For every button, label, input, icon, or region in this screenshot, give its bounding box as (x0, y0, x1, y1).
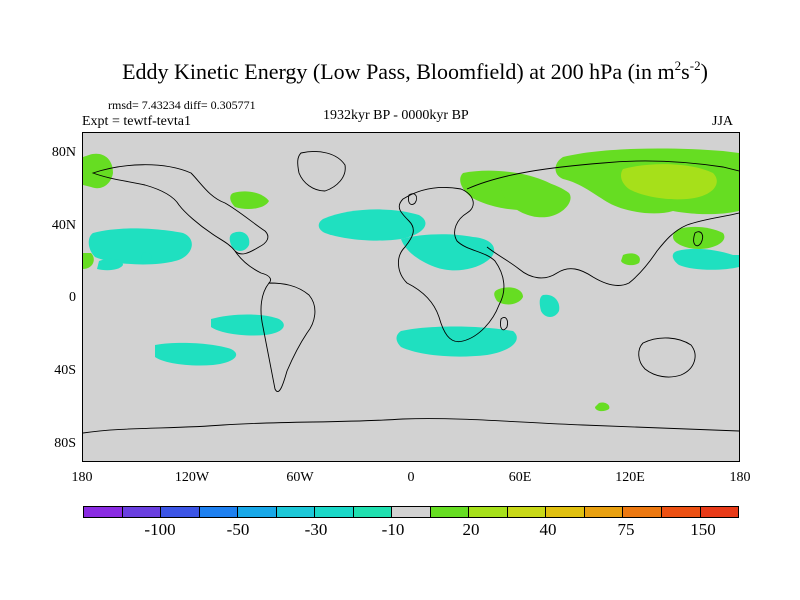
teal-field-indian (539, 294, 560, 317)
lon-label-180e: 180 (729, 470, 751, 485)
colorbar-cell (122, 507, 162, 517)
colorbar-label-minus100: -100 (144, 520, 176, 539)
colorbar-cell (238, 507, 277, 517)
colorbar-cell (430, 507, 470, 517)
colorbar-label-minus50: -50 (226, 520, 250, 539)
title-superscript-1: 2 (674, 58, 682, 73)
green-field-alaska (83, 253, 94, 269)
colorbar-cell (84, 507, 123, 517)
coast-madagascar (500, 316, 508, 331)
colorbar-cell (469, 507, 508, 517)
coast-europe-africa (398, 187, 505, 343)
teal-field-south-pacific (211, 314, 284, 336)
lon-label-60w: 60W (286, 470, 314, 485)
coast-japan (693, 231, 704, 247)
colorbar-cell (623, 507, 662, 517)
green-field-south-ocean (621, 253, 640, 266)
colorbar-label-20: 20 (462, 520, 480, 539)
yellowgreen-field-siberia (621, 164, 717, 200)
coast-central-america (234, 250, 272, 284)
period-label: 1932kyr BP - 0000kyr BP (323, 108, 469, 123)
green-field-canada (230, 191, 269, 209)
colorbar-label-75: 75 (617, 520, 635, 539)
colorbar-label-minus10: -10 (381, 520, 405, 539)
anomaly-fields (83, 148, 739, 412)
title-text-close: ) (700, 59, 708, 84)
world-map (83, 148, 739, 434)
colorbar-cell (315, 507, 354, 517)
coast-greenland (297, 151, 346, 192)
colorbar-cell (661, 507, 701, 517)
coast-antarctica (83, 418, 739, 434)
colorbar (83, 506, 739, 518)
lat-label-80n: 80N (51, 145, 76, 160)
colorbar-cell (276, 507, 316, 517)
colorbar-cell (507, 507, 547, 517)
green-field-arabia (494, 287, 523, 305)
colorbar-label-40: 40 (539, 520, 557, 539)
green-field-east-asia (673, 226, 725, 249)
lat-label-0: 0 (69, 290, 76, 305)
teal-field-east-pacific (97, 258, 123, 271)
colorbar-cell (161, 507, 200, 517)
lat-label-80s: 80S (54, 436, 76, 451)
chart-title: Eddy Kinetic Energy (Low Pass, Bloomfiel… (0, 58, 800, 85)
title-text: Eddy Kinetic Energy (Low Pass, Bloomfiel… (122, 59, 675, 84)
lon-label-120e: 120E (615, 470, 645, 485)
lat-label-40n: 40N (51, 218, 76, 233)
title-superscript-2: -2 (689, 58, 701, 73)
coast-south-america (260, 282, 316, 392)
map-frame (82, 132, 740, 462)
lat-label-40s: 40S (54, 363, 76, 378)
teal-field-bering (141, 252, 152, 262)
teal-field-north-pacific-east (88, 228, 192, 265)
lon-label-120w: 120W (174, 470, 210, 485)
lon-label-0: 0 (407, 470, 415, 485)
experiment-label: Expt = tewtf-tevta1 (82, 114, 191, 129)
lon-label-180w: 180 (71, 470, 93, 485)
coast-uk (408, 193, 418, 206)
rmsd-diff-stats: rmsd= 7.43234 diff= 0.305771 (108, 98, 256, 112)
lon-label-60e: 60E (508, 470, 532, 485)
colorbar-cell (700, 507, 739, 517)
colorbar-cell (584, 507, 624, 517)
teal-field-south-pacific-2 (155, 342, 237, 366)
colorbar-cell (353, 507, 393, 517)
colorbar-label-150: 150 (690, 520, 716, 539)
green-field-eurasia-north (500, 177, 571, 218)
coastlines (83, 151, 739, 434)
colorbar-cell (392, 507, 431, 517)
title-text-s: s (681, 59, 690, 84)
colorbar-label-minus30: -30 (304, 520, 328, 539)
colorbar-cell (199, 507, 239, 517)
colorbar-cell (546, 507, 585, 517)
coast-asia (466, 160, 739, 286)
green-field-australia (595, 402, 610, 412)
season-label: JJA (712, 114, 734, 129)
teal-field-eurasia-south (401, 234, 495, 271)
teal-field-gulf (229, 231, 250, 251)
teal-field-north-atlantic (318, 209, 426, 241)
teal-field-west-pacific (672, 248, 739, 270)
coast-australia (638, 337, 696, 378)
coast-north-america (91, 164, 269, 255)
